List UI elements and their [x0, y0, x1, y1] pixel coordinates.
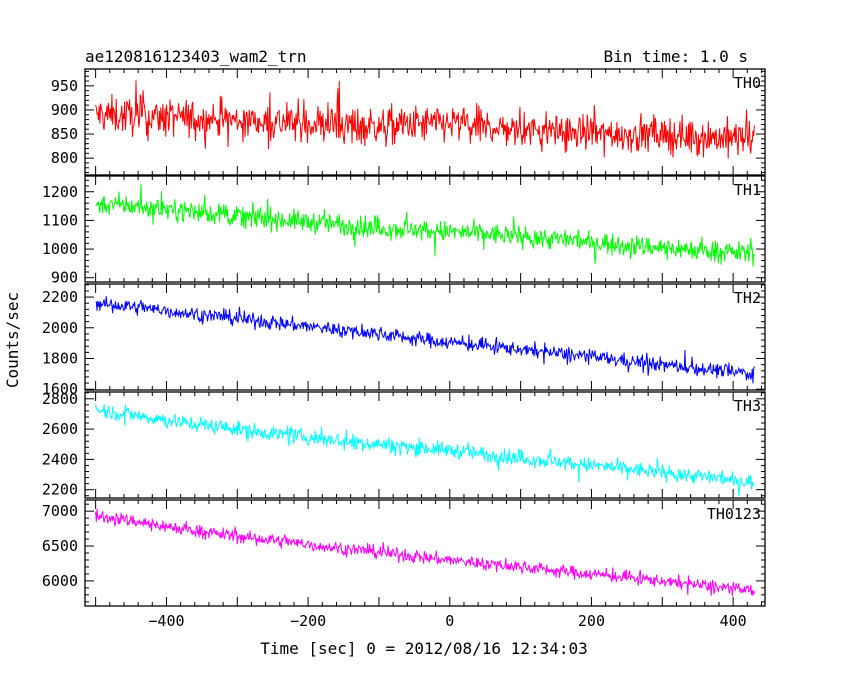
series-line-th1	[95, 183, 755, 267]
series-line-th3	[95, 403, 755, 497]
bin-time-label: Bin time: 1.0 s	[604, 47, 749, 66]
x-tick-label: −400	[148, 612, 184, 630]
panel-th0123: 6000 6500 7000 TH0123	[42, 499, 766, 607]
series-line-th2	[95, 296, 755, 384]
y-tick-label: 1100	[42, 211, 78, 229]
panel-label-th0: TH0	[734, 74, 761, 92]
y-axis-title: Counts/sec	[3, 292, 22, 388]
y-tick-label: 7000	[42, 502, 78, 520]
panel-frame	[84, 391, 766, 499]
panel-frame	[84, 175, 766, 283]
series-line-th0	[95, 80, 755, 159]
x-tick-label: 400	[720, 612, 747, 630]
y-tick-label: 800	[51, 149, 78, 167]
x-axis-title: Time [sec] 0 = 2012/08/16 12:34:03	[260, 639, 588, 658]
y-tick-label: 6500	[42, 537, 78, 555]
panel-frame	[84, 283, 766, 391]
y-tick-label: 900	[51, 101, 78, 119]
panel-th3: 2200 2400 2600 2800 TH3	[42, 390, 766, 499]
panel-frame	[84, 68, 766, 176]
chart-title: ae120816123403_wam2_trn	[85, 47, 307, 66]
x-tick-label: 200	[578, 612, 605, 630]
y-tick-label: 950	[51, 77, 78, 95]
panel-label-th0123: TH0123	[707, 505, 761, 523]
y-tick-label: 1000	[42, 240, 78, 258]
x-tick-label: 0	[445, 612, 454, 630]
y-tick-label: 6000	[42, 572, 78, 590]
panel-th2: 1600 1800 2000 2200 TH2	[42, 283, 766, 398]
panel-th1: 900 1000 1100 1200 TH1	[42, 175, 766, 287]
y-tick-label: 900	[51, 269, 78, 287]
y-tick-label: 2800	[42, 390, 78, 408]
series-line-th0123	[95, 508, 755, 597]
panel-label-th2: TH2	[734, 289, 761, 307]
y-tick-label: 1200	[42, 183, 78, 201]
y-tick-label: 2600	[42, 420, 78, 438]
y-tick-label: 2400	[42, 450, 78, 468]
y-tick-label: 850	[51, 125, 78, 143]
panel-label-th3: TH3	[734, 397, 761, 415]
y-tick-label: 1800	[42, 350, 78, 368]
panel-label-th1: TH1	[734, 181, 761, 199]
panel-th0: 800 850 900 950 TH0	[51, 68, 766, 176]
y-tick-label: 1600	[42, 380, 78, 398]
y-tick-label: 2000	[42, 319, 78, 337]
y-tick-label: 2200	[42, 481, 78, 499]
y-tick-label: 2200	[42, 288, 78, 306]
panels: 800 850 900 950 TH0 900 1000 1100 1200 TH1 1600 180…	[42, 68, 766, 630]
x-tick-label: −200	[290, 612, 326, 630]
